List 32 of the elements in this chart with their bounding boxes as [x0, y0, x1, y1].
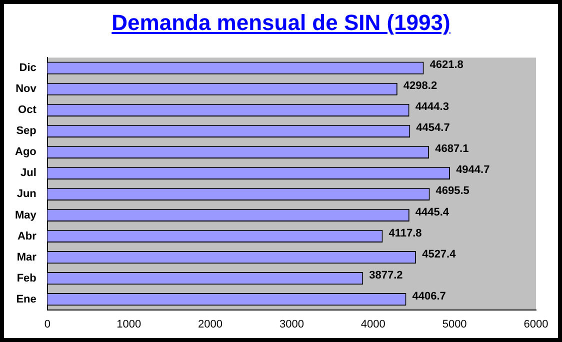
y-tick-label: Jul [20, 167, 36, 180]
y-tick-label: Ago [15, 146, 37, 158]
y-tick-label: Oct [18, 104, 37, 116]
data-label: 4527.4 [422, 248, 457, 260]
x-tick-label: 1000 [116, 318, 142, 330]
x-tick-label: 2000 [198, 318, 223, 330]
y-tick-label: Nov [16, 83, 38, 96]
x-tick-label: 3000 [279, 318, 304, 330]
data-label: 4298.2 [403, 80, 438, 92]
y-tick-label: Sep [16, 125, 37, 138]
y-tick-label: Ene [16, 293, 36, 306]
x-tick-label: 6000 [524, 318, 548, 330]
y-tick-label: Jun [16, 188, 37, 200]
data-label: 4621.8 [430, 59, 464, 72]
y-tick-label: Abr [17, 230, 38, 242]
x-tick-label: 4000 [360, 318, 386, 330]
data-label: 4406.7 [412, 290, 446, 302]
data-label: 4444.3 [415, 101, 449, 114]
y-tick-label: Mar [16, 251, 38, 264]
chart-title: Demanda mensual de SIN (1993) [110, 10, 452, 36]
y-tick-label: Dic [19, 62, 36, 74]
y-tick-label: Feb [16, 272, 37, 284]
data-label: 4454.7 [416, 122, 450, 134]
y-tick-label: May [14, 209, 38, 222]
data-label: 4944.7 [456, 164, 490, 176]
data-label: 4117.8 [388, 227, 422, 240]
x-tick-label: 0 [44, 318, 50, 330]
data-label: 4445.4 [415, 206, 450, 218]
data-label: 3877.2 [369, 269, 403, 282]
data-label: 4695.5 [436, 185, 470, 198]
x-tick-label: 5000 [442, 318, 467, 330]
data-label: 4687.1 [435, 143, 469, 156]
